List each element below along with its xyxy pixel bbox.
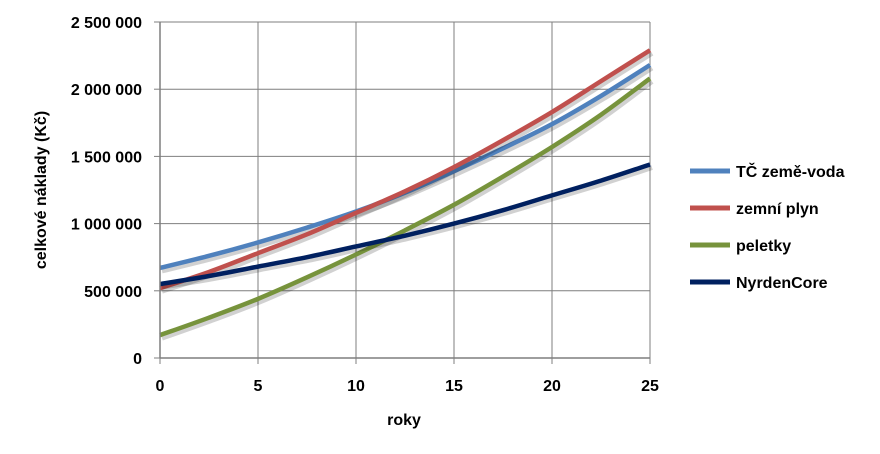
x-tick-label-5: 25 [641, 378, 659, 395]
plot-frame [159, 22, 650, 359]
legend-label-3: NyrdenCore [736, 275, 828, 292]
x-tick-label-1: 5 [254, 378, 263, 395]
y-tick-label-1: 500 000 [84, 284, 142, 301]
y-tick-label-4: 2 000 000 [71, 82, 142, 99]
legend: TČ země-voda zemní plyn peletky NyrdenCore [690, 162, 845, 292]
legend-label-2: peletky [736, 238, 791, 255]
y-tick-label-3: 1 500 000 [71, 149, 142, 166]
series-lines [159, 48, 654, 341]
y-tick-label-2: 1 000 000 [71, 217, 142, 234]
series-line-2 [159, 76, 652, 338]
legend-label-0: TČ země-voda [736, 162, 845, 181]
series-shadow-0 [161, 65, 654, 274]
y-tick-label-5: 2 500 000 [71, 15, 142, 32]
x-axis-label: roky [387, 412, 421, 429]
x-axis-ticks: 0 5 10 15 20 25 [156, 358, 659, 395]
series-shadow-2 [161, 79, 654, 341]
series-shadow-3 [161, 165, 653, 290]
legend-label-1: zemní plyn [736, 201, 819, 218]
x-tick-label-2: 10 [347, 378, 365, 395]
x-tick-label-4: 20 [543, 378, 561, 395]
series-line-1 [159, 48, 652, 291]
x-tick-label-3: 15 [445, 378, 463, 395]
y-axis-ticks: 0 500 000 1 000 000 1 500 000 2 000 000 2 500… [71, 15, 160, 368]
x-tick-label-0: 0 [156, 378, 165, 395]
y-axis-label: celkové náklady (Kč) [33, 111, 50, 269]
y-tick-label-0: 0 [133, 351, 142, 368]
series-line-3 [159, 162, 651, 287]
series-shadow-1 [161, 51, 654, 294]
